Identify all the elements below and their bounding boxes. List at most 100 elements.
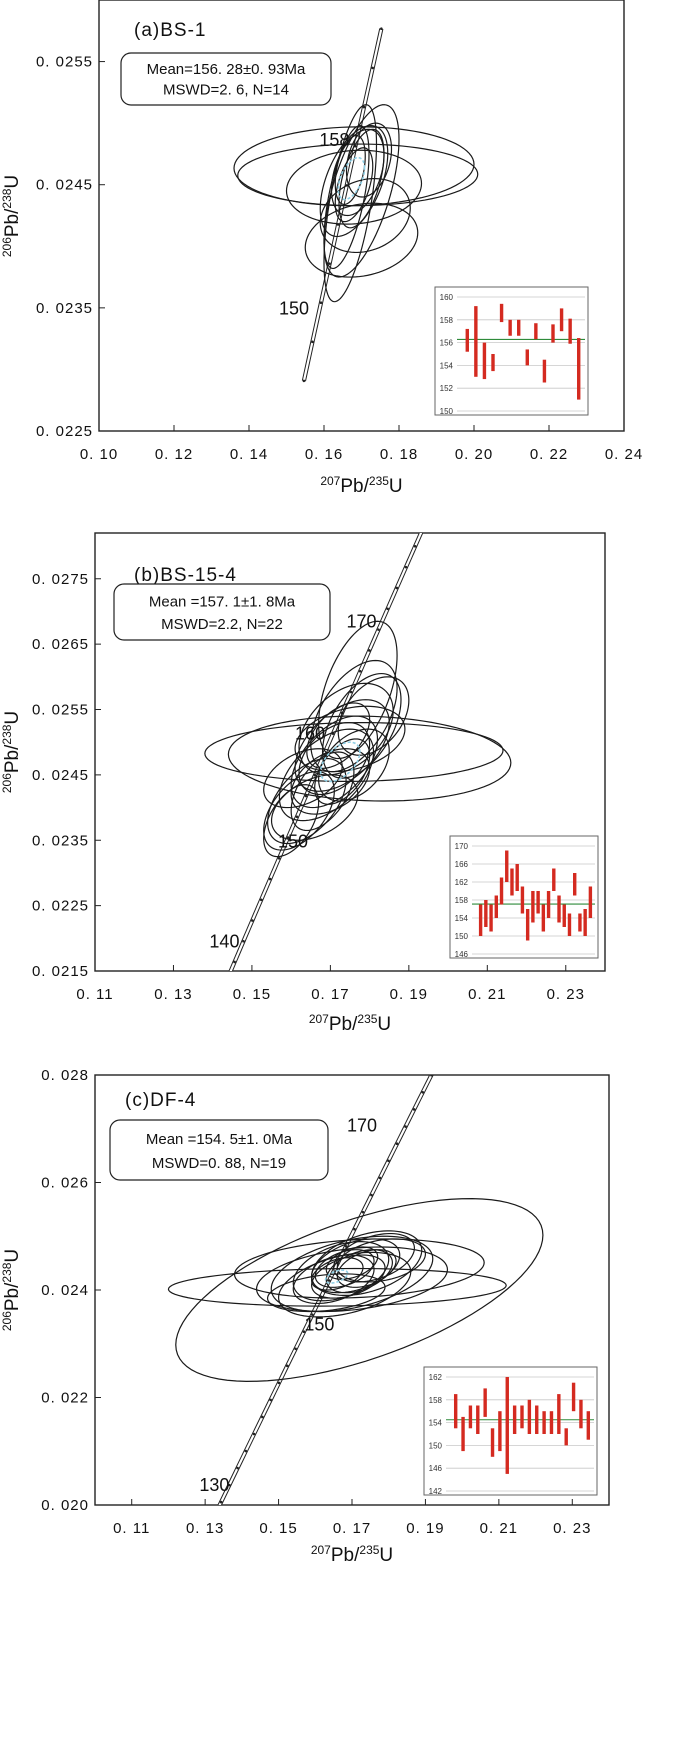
inset-age-bar (510, 868, 514, 896)
data-ellipse (330, 128, 385, 217)
concordia-age-tick (327, 1279, 331, 1282)
y-tick-label: 0. 0235 (36, 300, 93, 317)
y-axis-label: 206Pb/238U (0, 175, 23, 257)
y-axis-label-u: U (2, 1249, 23, 1263)
y-tick-label: 0. 024 (41, 1282, 89, 1299)
data-ellipse (314, 1249, 375, 1288)
inset-age-bar (505, 1377, 509, 1474)
data-ellipse (255, 1246, 449, 1313)
plot-area (233, 27, 479, 383)
concordia-age-tick (404, 565, 408, 569)
concordia-age-tick (236, 1466, 239, 1470)
y-tick-label: 0. 0275 (32, 571, 89, 588)
y-axis-label-pb: Pb/ (2, 208, 23, 237)
concordia-age-tick (395, 1142, 399, 1145)
data-ellipse (314, 738, 371, 805)
x-tick-label: 0. 13 (186, 1520, 224, 1537)
y-tick-label: 0. 0255 (32, 702, 89, 719)
concordia-age-tick (313, 773, 317, 777)
mean-age-text: Mean =157. 1±1. 8Ma (149, 593, 296, 610)
inset-age-bar (476, 1405, 480, 1434)
concordia-age-tick (295, 815, 299, 819)
inset-tick-label: 158 (429, 1396, 443, 1405)
concordia-age-tick (242, 939, 245, 943)
concordia-age-tick (224, 981, 227, 984)
x-axis-label: 207Pb/235U (311, 1543, 393, 1566)
data-ellipse (277, 1251, 412, 1318)
x-tick-label: 0. 24 (605, 446, 643, 463)
concordia-age-tick (268, 877, 272, 881)
data-ellipse (298, 721, 371, 796)
x-axis-label-u: U (377, 1014, 391, 1035)
concordia-age-label: 160 (295, 724, 325, 744)
concordia-age-label: 158 (319, 130, 349, 150)
inset-age-bar (499, 877, 504, 905)
inset-tick-label: 146 (429, 1464, 443, 1473)
x-tick-label: 0. 15 (259, 1520, 297, 1537)
concordia-age-tick (285, 1364, 289, 1368)
data-ellipse (321, 672, 402, 779)
x-tick-label: 0. 15 (233, 986, 271, 1003)
data-ellipse (336, 1249, 397, 1288)
concordia-age-tick (413, 544, 417, 548)
mswd-text: MSWD=0. 88, N=19 (152, 1155, 286, 1172)
mean-box (120, 52, 332, 106)
inset-tick-label: 150 (440, 407, 454, 416)
concordia-age-tick (421, 1091, 425, 1094)
y-tick-label: 0. 0265 (32, 636, 89, 653)
concordia-age-tick (328, 262, 331, 265)
x-axis-label-sup2: 235 (369, 474, 389, 488)
panel-1: 0. 11 0. 13 0. 15 0. 17 0. 19 0. 21 0. 23 0. 02… (0, 532, 606, 1035)
y-tick-label: 0. 0225 (32, 898, 89, 915)
concordia-age-tick (378, 1176, 382, 1180)
inset-age-bar (577, 338, 581, 400)
concordia-age-tick (277, 856, 281, 860)
inset-age-bar (579, 1399, 583, 1429)
concordia-age-tick (387, 1159, 390, 1163)
inset-age-bar (525, 349, 529, 366)
concordia-age-tick (368, 649, 371, 652)
x-axis-label-sup1: 207 (311, 1543, 331, 1557)
mswd-text: MSWD=2.2, N=22 (161, 616, 283, 633)
inset-age-bar (586, 1411, 591, 1440)
inset-age-bar (534, 323, 538, 340)
inset-tick-label: 154 (455, 914, 469, 923)
inset-frame (423, 1366, 598, 1496)
inset-age-bar (562, 904, 566, 927)
data-ellipse (175, 1198, 544, 1382)
inset-age-bar (489, 904, 493, 932)
x-axis-label-pb: Pb/ (331, 1545, 360, 1566)
x-tick-label: 0. 21 (480, 1520, 518, 1537)
y-axis-label-u: U (2, 175, 23, 189)
x-tick-label: 0. 14 (230, 446, 268, 463)
x-tick-label: 0. 12 (155, 446, 193, 463)
y-tick-label: 0. 0235 (32, 832, 89, 849)
inset-weighted-mean: 142 146 150 154 158 162 (423, 1366, 598, 1496)
data-ellipse (227, 715, 512, 802)
y-axis-label: 206Pb/238U (0, 711, 23, 793)
data-ellipse (167, 1267, 507, 1307)
plot-area (204, 533, 512, 984)
inset-weighted-mean: 146 150 154 158 162 166 170 (449, 835, 599, 959)
data-ellipse (323, 104, 378, 303)
inset-age-bar (498, 1411, 502, 1452)
inset-age-bar (525, 909, 530, 941)
concordia-age-tick (252, 1432, 256, 1436)
data-ellipse (294, 699, 390, 792)
inset-age-bar (508, 319, 512, 336)
data-ellipse (325, 1246, 379, 1280)
y-tick-label: 0. 022 (41, 1390, 89, 1407)
concordia-age-label: 150 (278, 832, 308, 852)
y-axis-label-sup2: 238 (0, 1262, 14, 1282)
inset-tick-label: 142 (429, 1487, 443, 1496)
inset-tick-label: 158 (455, 896, 469, 905)
panel-title: (b)BS-15-4 (134, 565, 237, 586)
concordia-age-tick (302, 379, 306, 383)
inset-tick-label: 150 (455, 932, 469, 941)
data-ellipse (290, 715, 379, 809)
x-axis-label-u: U (389, 476, 403, 497)
data-ellipse (204, 721, 504, 783)
panel-2: 0. 11 0. 13 0. 15 0. 17 0. 19 0. 21 0. 23 0. 02… (0, 1067, 610, 1566)
y-tick-label: 0. 026 (41, 1175, 89, 1192)
concordia-age-tick (371, 66, 374, 70)
